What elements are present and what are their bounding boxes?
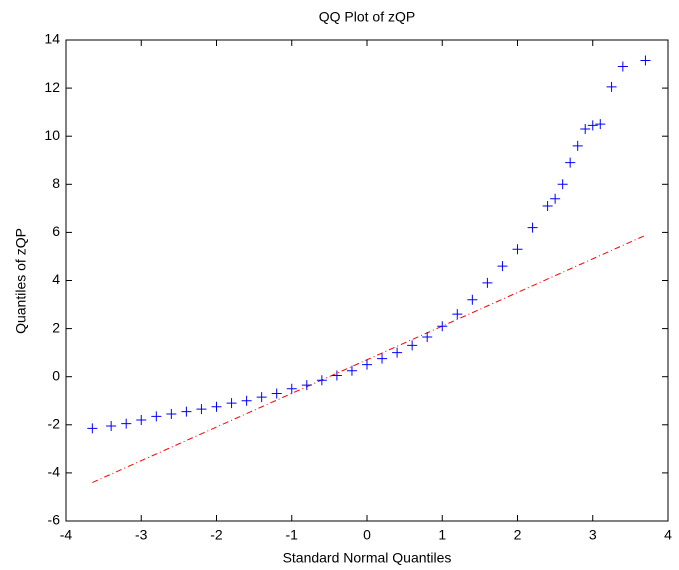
marker	[572, 140, 583, 151]
marker	[377, 353, 388, 364]
marker	[181, 406, 192, 417]
chart-title: QQ Plot of zQP	[319, 9, 415, 25]
x-tick-label: 2	[514, 527, 522, 543]
marker	[482, 277, 493, 288]
y-tick-label: 0	[52, 367, 60, 383]
marker	[196, 404, 207, 415]
y-tick-label: -2	[48, 416, 61, 432]
marker	[106, 421, 117, 432]
marker	[301, 380, 312, 391]
marker	[497, 261, 508, 272]
x-tick-label: -2	[210, 527, 223, 543]
marker	[241, 395, 252, 406]
marker	[286, 383, 297, 394]
marker	[121, 418, 132, 429]
marker	[316, 375, 327, 386]
marker	[362, 359, 372, 370]
marker	[550, 193, 561, 204]
x-tick-label: -4	[60, 527, 73, 543]
marker	[422, 332, 433, 343]
reference-line	[92, 234, 646, 483]
marker	[595, 119, 606, 130]
marker	[211, 401, 222, 412]
marker	[542, 200, 553, 211]
marker	[527, 222, 538, 233]
marker	[580, 123, 591, 134]
marker	[452, 309, 463, 320]
marker	[606, 81, 617, 92]
marker	[565, 157, 576, 168]
marker	[640, 55, 651, 66]
marker	[151, 411, 162, 422]
x-tick-label: 0	[363, 527, 371, 543]
marker	[256, 392, 267, 403]
x-tick-label: 4	[664, 527, 672, 543]
marker	[512, 244, 523, 255]
y-tick-label: 2	[52, 319, 60, 335]
marker	[407, 340, 418, 351]
marker	[166, 408, 177, 419]
x-tick-label: 3	[589, 527, 597, 543]
x-axis-label: Standard Normal Quantiles	[283, 550, 452, 566]
marker	[587, 120, 598, 131]
y-tick-label: 6	[52, 223, 60, 239]
plot-frame	[65, 39, 669, 522]
y-axis-label: Quantiles of zQP	[13, 228, 29, 334]
y-tick-label: 10	[44, 127, 60, 143]
marker	[467, 294, 478, 305]
y-tick-label: 12	[44, 79, 60, 95]
y-tick-label: 8	[52, 175, 60, 191]
marker	[437, 321, 448, 332]
marker	[392, 347, 403, 358]
marker	[617, 61, 628, 72]
marker	[136, 414, 147, 425]
marker	[331, 370, 342, 381]
marker	[346, 365, 357, 376]
y-tick-label: 14	[44, 31, 60, 47]
x-tick-label: -1	[286, 527, 299, 543]
marker	[271, 388, 282, 399]
y-tick-label: -4	[48, 464, 61, 480]
y-tick-label: 4	[52, 271, 60, 287]
x-tick-label: 1	[438, 527, 446, 543]
marker	[557, 179, 568, 190]
marker	[226, 398, 237, 409]
y-tick-label: -6	[48, 512, 61, 528]
x-tick-label: -3	[135, 527, 148, 543]
marker	[87, 423, 98, 434]
